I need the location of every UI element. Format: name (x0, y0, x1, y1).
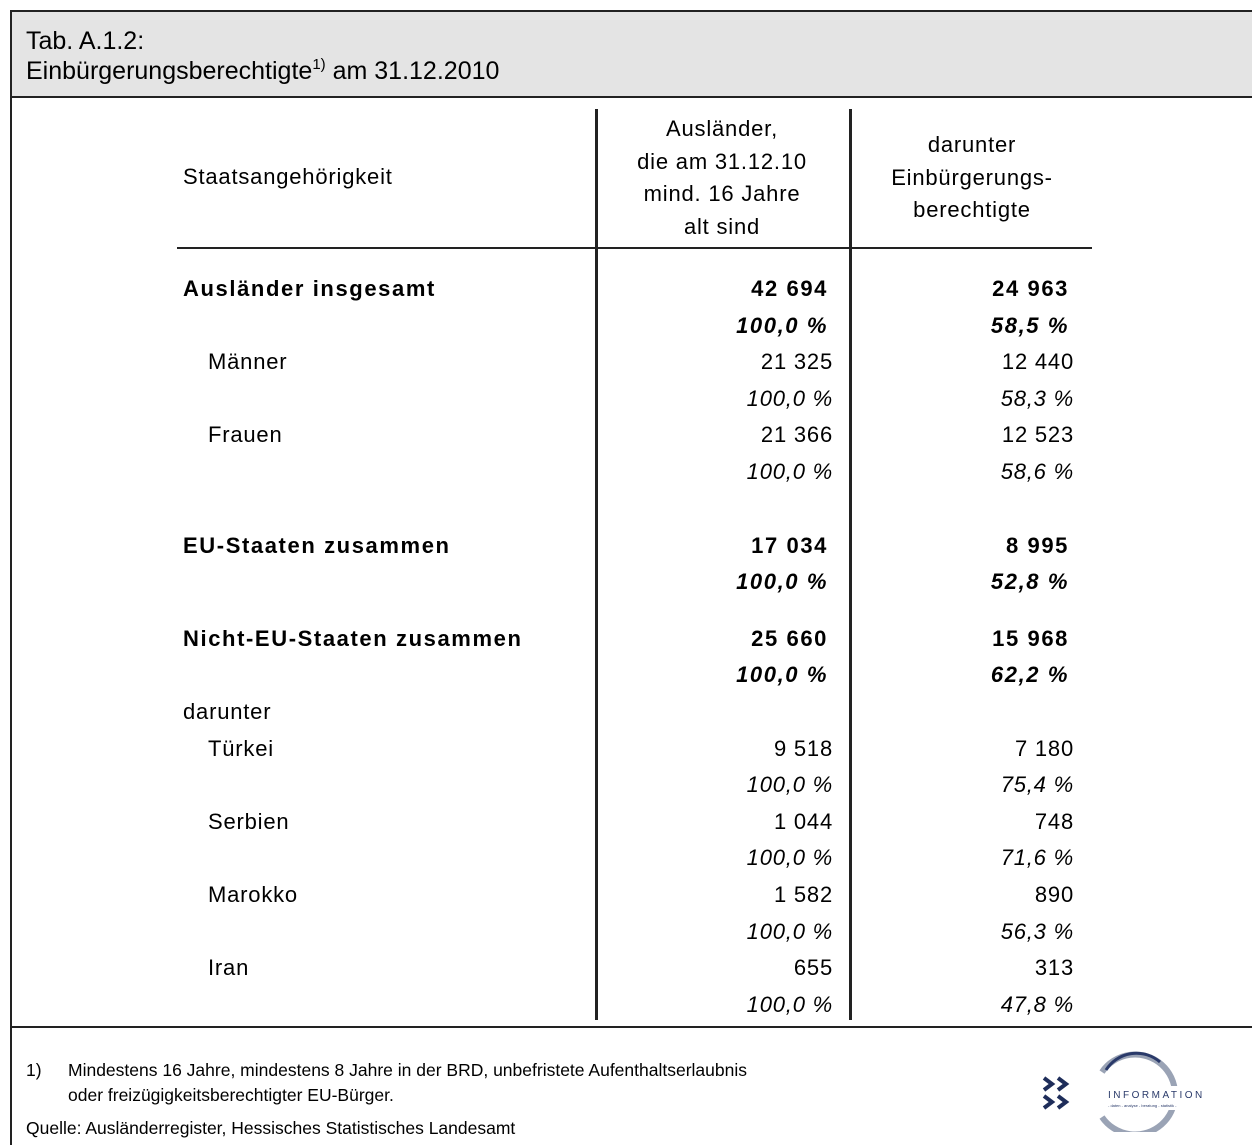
column-header: alt sind (683, 213, 761, 239)
cell-percent: 58,6 % (1000, 459, 1074, 484)
row-label: darunter (183, 699, 272, 724)
cell-percent: 100,0 % (736, 662, 828, 688)
footnote-mark: 1) (312, 56, 326, 73)
column-header: mind. 16 Jahre (643, 181, 801, 206)
cell-percent: 100,0 % (746, 991, 833, 1017)
cell-value: 12 523 (1001, 422, 1074, 448)
logo: INFORMATION - daten - analyse - beratung… (1042, 1051, 1220, 1132)
table-frame: Tab. A.1.2: Einbürgerungsberechtigte1) a… (10, 10, 1252, 1145)
cell-value: 655 (793, 955, 833, 981)
row-label: Ausländer insgesamt (183, 276, 436, 301)
cell-percent: 100,0 % (746, 918, 833, 944)
logo-arc (1104, 1051, 1161, 1071)
row-label: Nicht-EU-Staaten zusammen (183, 625, 523, 651)
cell-percent: 100,0 % (736, 569, 828, 595)
column-header: die am 31.12.10 (637, 148, 807, 174)
row-label: Iran (208, 955, 250, 981)
cell-value: 21 366 (760, 422, 833, 448)
column-header: darunter (927, 132, 1017, 157)
column-header: berechtigte (913, 197, 1031, 222)
column-header: Einbürgerungs- (891, 164, 1053, 190)
cell-value: 1 582 (773, 882, 833, 907)
row-label: Marokko (208, 882, 298, 907)
cell-percent: 100,0 % (746, 772, 833, 798)
header-rule (177, 247, 1092, 249)
row-label: EU-Staaten zusammen (183, 532, 451, 558)
cell-value: 7 180 (1014, 735, 1074, 761)
note-mark: 1) (26, 1060, 42, 1080)
cell-value: 1 044 (773, 808, 833, 834)
row-label: Frauen (208, 422, 283, 448)
logo-text: INFORMATION (1108, 1090, 1205, 1101)
column-header: Staatsangehörigkeit (183, 164, 393, 189)
note-line: Mindestens 16 Jahre, mindestens 8 Jahre … (68, 1060, 747, 1080)
note-line: oder freizügigkeitsberechtigter EU-Bürge… (68, 1085, 394, 1105)
cell-percent: 100,0 % (746, 385, 833, 411)
cell-value: 21 325 (760, 349, 833, 375)
logo-subtext: - daten - analyse - beratung - statistik… (1108, 1103, 1177, 1108)
cell-percent: 71,6 % (1000, 845, 1074, 871)
table-title: Einbürgerungsberechtigte1) am 31.12.2010 (26, 56, 1252, 86)
cell-value: 748 (1034, 808, 1074, 834)
header: Tab. A.1.2: Einbürgerungsberechtigte1) a… (12, 12, 1252, 98)
cell-value: 42 694 (751, 276, 828, 301)
logo-band (1100, 1086, 1220, 1110)
cell-value: 25 660 (751, 625, 828, 651)
cell-percent: 100,0 % (736, 312, 828, 338)
cell-value: 17 034 (751, 532, 828, 558)
logo-chevrons (1042, 1076, 1070, 1110)
row-label: Männer (208, 349, 288, 375)
title: Einbürgerungsberechtigte (26, 57, 313, 85)
cell-value: 9 518 (773, 735, 833, 761)
cell-value: 24 963 (992, 276, 1069, 301)
cell-percent: 58,3 % (1000, 385, 1074, 411)
footer: 1) Mindestens 16 Jahre, mindestens 8 Jah… (12, 1026, 1252, 1145)
cell-percent: 52,8 % (990, 569, 1069, 595)
cell-percent: 56,3 % (1000, 918, 1074, 944)
cell-percent: 47,8 % (1000, 991, 1074, 1017)
column-line (595, 109, 598, 1020)
cell-percent: 75,4 % (1000, 772, 1074, 798)
column-line (849, 109, 852, 1020)
cell-value: 12 440 (1001, 349, 1074, 375)
cell-percent: 62,2 % (990, 662, 1069, 688)
cell-percent: 100,0 % (746, 459, 833, 484)
cell-value: 890 (1034, 882, 1074, 907)
date: am 31.12.2010 (325, 57, 500, 85)
source: Quelle: Ausländerregister, Hessisches St… (26, 1118, 516, 1138)
row-label: Serbien (208, 808, 290, 834)
cell-value: 313 (1034, 955, 1074, 981)
cell-percent: 58,5 % (990, 312, 1069, 338)
table-label: Tab. A.1.2: (26, 27, 145, 55)
cell-percent: 100,0 % (746, 845, 833, 871)
cell-value: 8 995 (1005, 532, 1069, 558)
cell-value: 15 968 (992, 625, 1069, 651)
row-label: Türkei (208, 735, 274, 761)
column-header: Ausländer, (666, 116, 778, 141)
